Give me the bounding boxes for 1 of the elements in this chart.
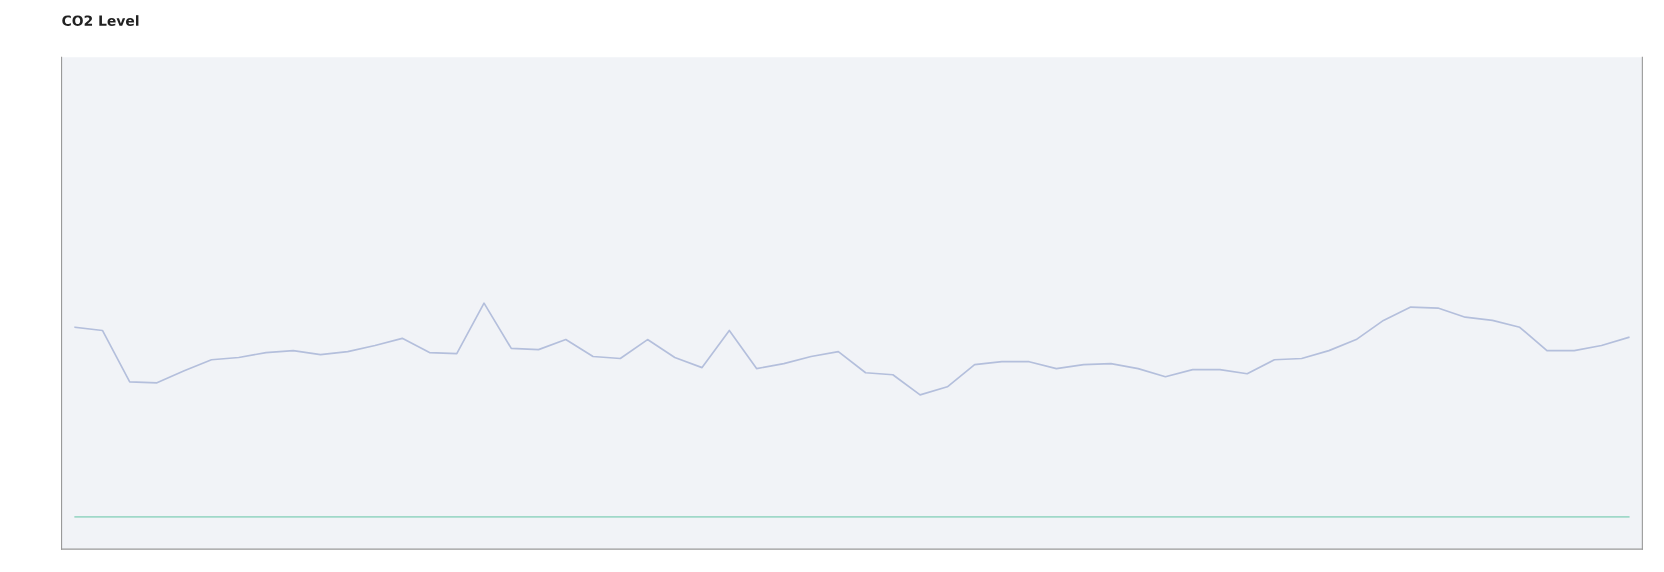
chart-title: CO2 Level: [62, 15, 139, 26]
